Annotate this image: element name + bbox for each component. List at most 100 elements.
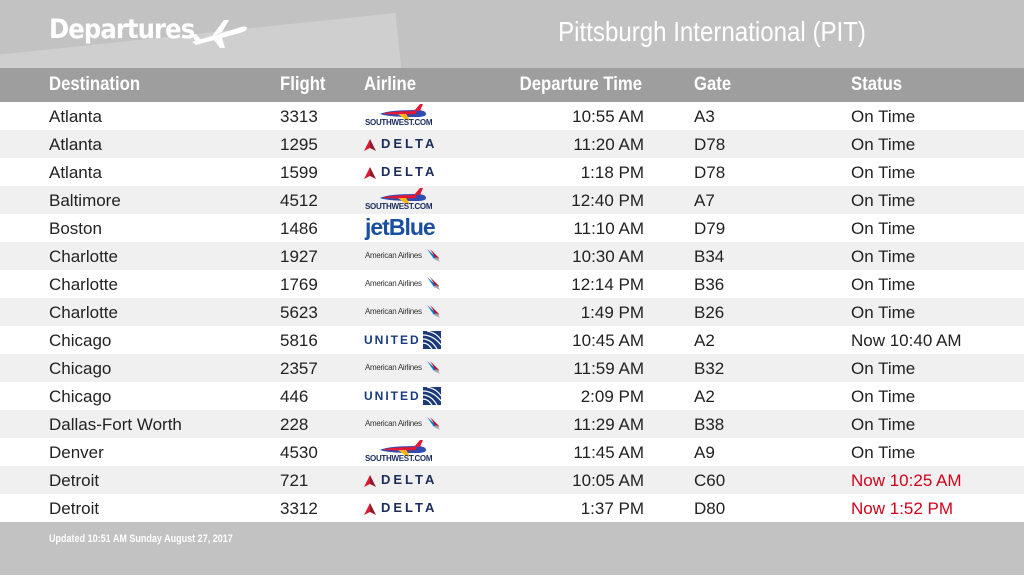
cell-status: On Time	[851, 191, 916, 210]
updated-timestamp: Updated 10:51 AM Sunday August 27, 2017	[49, 533, 233, 545]
col-status: Status	[851, 74, 903, 95]
departures-table: Atlanta 3313 SOUTHWEST.COM 10:55 AM A3 On Tim…	[0, 102, 1024, 522]
cell-airline: American Airlines	[364, 410, 454, 438]
cell-destination: Charlotte	[49, 247, 118, 266]
cell-departure-time: 1:37 PM	[580, 499, 644, 518]
delta-logo: DELTA	[364, 130, 454, 158]
table-row: Chicago 5816 UNITED 10:45 AM A2 Now 10:40 AM	[0, 326, 1024, 354]
col-gate: Gate	[694, 74, 732, 95]
delta-widget-icon	[364, 475, 376, 487]
cell-gate: D79	[694, 219, 726, 238]
cell-flight: 1769	[280, 275, 318, 294]
airport-name: Pittsburgh International (PIT)	[558, 16, 866, 47]
cell-airline: UNITED	[364, 382, 454, 410]
united-wordmark: UNITED	[364, 389, 421, 403]
page-title: Departures	[49, 14, 195, 45]
southwest-plane-icon	[380, 188, 426, 204]
cell-airline: SOUTHWEST.COM	[364, 102, 454, 130]
footer-bar: Updated 10:51 AM Sunday August 27, 2017	[0, 522, 1024, 575]
cell-departure-time: 12:40 PM	[571, 191, 644, 210]
col-flight: Flight	[280, 74, 326, 95]
cell-gate: B34	[694, 247, 725, 266]
cell-status: On Time	[851, 219, 916, 238]
american-airlines-logo: American Airlines	[364, 354, 454, 382]
cell-status: On Time	[851, 247, 916, 266]
cell-destination: Atlanta	[49, 163, 102, 182]
col-destination: Destination	[49, 74, 141, 95]
cell-gate: B26	[694, 303, 725, 322]
american-wordmark: American Airlines	[365, 251, 422, 260]
col-departure-time: Departure Time	[519, 74, 642, 95]
cell-status: On Time	[851, 303, 916, 322]
cell-airline: American Airlines	[364, 270, 454, 298]
cell-status: On Time	[851, 387, 916, 406]
southwest-logo: SOUTHWEST.COM	[364, 186, 454, 214]
cell-gate: D78	[694, 163, 726, 182]
cell-airline: DELTA	[364, 494, 454, 522]
airplane-icon	[192, 20, 247, 48]
cell-airline: SOUTHWEST.COM	[364, 186, 454, 214]
cell-departure-time: 1:49 PM	[580, 303, 644, 322]
cell-departure-time: 10:05 AM	[572, 471, 644, 490]
cell-flight: 446	[280, 387, 309, 406]
cell-flight: 1927	[280, 247, 318, 266]
cell-departure-time: 11:20 AM	[573, 135, 644, 154]
cell-gate: D78	[694, 135, 726, 154]
american-flight-symbol-icon	[427, 361, 440, 374]
american-flight-symbol-icon	[427, 249, 440, 262]
cell-flight: 4530	[280, 443, 318, 462]
cell-status: On Time	[851, 415, 916, 434]
united-wordmark: UNITED	[364, 333, 421, 347]
table-row: Denver 4530 SOUTHWEST.COM 11:45 AM A9 On Time	[0, 438, 1024, 466]
cell-airline: DELTA	[364, 158, 454, 186]
cell-flight: 3313	[280, 107, 318, 126]
cell-flight: 1295	[280, 135, 318, 154]
southwest-logo: SOUTHWEST.COM	[364, 438, 454, 466]
cell-gate: D80	[694, 499, 726, 518]
cell-departure-time: 2:09 PM	[580, 387, 644, 406]
southwest-plane-icon	[380, 104, 426, 120]
cell-gate: B38	[694, 415, 725, 434]
united-globe-icon	[423, 387, 441, 405]
delta-widget-icon	[364, 167, 376, 179]
column-header-bar: Destination Flight Airline Departure Tim…	[0, 68, 1024, 102]
delta-wordmark: DELTA	[381, 164, 438, 179]
american-flight-symbol-icon	[427, 277, 440, 290]
cell-airline: American Airlines	[364, 298, 454, 326]
delta-widget-icon	[364, 503, 376, 515]
cell-flight: 3312	[280, 499, 318, 518]
american-airlines-logo: American Airlines	[364, 270, 454, 298]
cell-departure-time: 10:55 AM	[572, 107, 644, 126]
delta-logo: DELTA	[364, 466, 454, 494]
cell-flight: 1486	[280, 219, 318, 238]
southwest-wordmark: SOUTHWEST.COM	[365, 118, 433, 127]
cell-airline: SOUTHWEST.COM	[364, 438, 454, 466]
table-row: Detroit 3312 DELTA 1:37 PM D80 Now 1:52 PM	[0, 494, 1024, 522]
delta-logo: DELTA	[364, 158, 454, 186]
cell-destination: Atlanta	[49, 135, 102, 154]
american-wordmark: American Airlines	[365, 363, 422, 372]
table-row: Dallas-Fort Worth 228 American Airlines 11:…	[0, 410, 1024, 438]
cell-gate: A7	[694, 191, 715, 210]
cell-status: On Time	[851, 359, 916, 378]
cell-destination: Dallas-Fort Worth	[49, 415, 182, 434]
header-bar: Departures Pittsburgh International (PIT…	[0, 0, 1024, 68]
cell-airline: DELTA	[364, 466, 454, 494]
cell-status: On Time	[851, 163, 916, 182]
cell-gate: B36	[694, 275, 725, 294]
table-row: Baltimore 4512 SOUTHWEST.COM 12:40 PM A7 On T…	[0, 186, 1024, 214]
cell-destination: Chicago	[49, 331, 112, 350]
cell-destination: Boston	[49, 219, 102, 238]
table-row: Atlanta 3313 SOUTHWEST.COM 10:55 AM A3 On Tim…	[0, 102, 1024, 130]
table-row: Charlotte 1769 American Airlines 12:14 PM B3…	[0, 270, 1024, 298]
table-row: Chicago 446 UNITED 2:09 PM A2 On Time	[0, 382, 1024, 410]
southwest-wordmark: SOUTHWEST.COM	[365, 202, 433, 211]
cell-flight: 2357	[280, 359, 318, 378]
table-row: Atlanta 1599 DELTA 1:18 PM D78 On Time	[0, 158, 1024, 186]
cell-departure-time: 10:45 AM	[572, 331, 644, 350]
cell-gate: A2	[694, 387, 715, 406]
jetblue-logo: jetBlue	[364, 214, 454, 242]
united-logo: UNITED	[364, 326, 454, 354]
american-wordmark: American Airlines	[365, 307, 422, 316]
delta-wordmark: DELTA	[381, 136, 438, 151]
